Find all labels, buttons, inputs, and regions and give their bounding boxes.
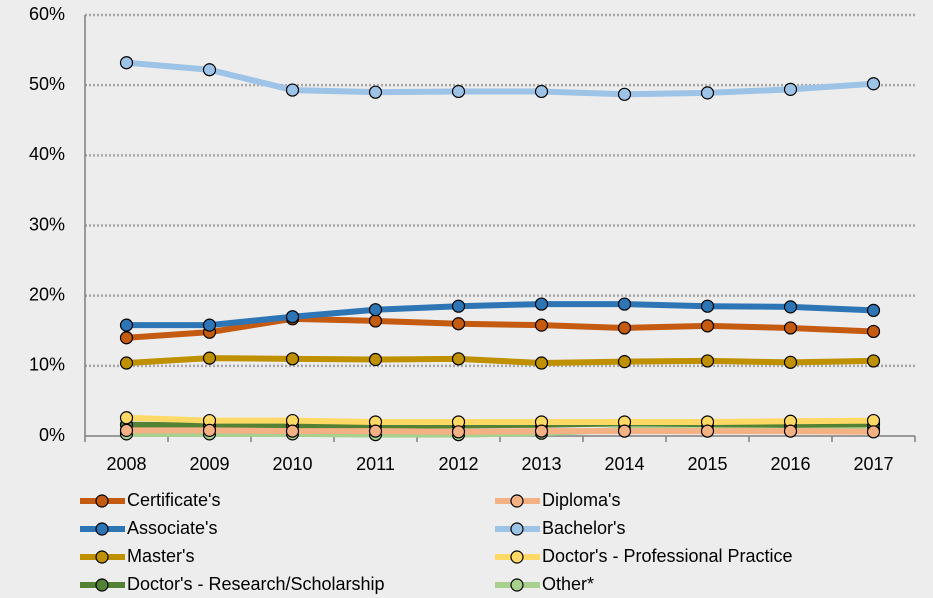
point (866, 303, 881, 318)
point (368, 352, 383, 367)
point (700, 299, 715, 313)
point (866, 354, 881, 368)
legend-label: Certificate's (127, 490, 220, 510)
point (368, 303, 383, 317)
point (617, 424, 632, 438)
y-tick-label: 0% (39, 425, 65, 445)
point (783, 321, 798, 335)
point (202, 423, 217, 437)
x-tick-label: 2017 (853, 454, 893, 474)
point (534, 318, 549, 332)
point (534, 84, 549, 99)
point (451, 317, 466, 331)
point (534, 297, 549, 311)
y-tick-label: 30% (29, 214, 65, 234)
x-tick-label: 2013 (521, 454, 561, 474)
legend-marker (510, 578, 524, 592)
point (783, 82, 798, 96)
y-tick-label: 50% (29, 74, 65, 94)
point (285, 424, 300, 438)
y-tick-label: 20% (29, 284, 65, 304)
point (119, 318, 134, 332)
point (783, 355, 798, 369)
point (202, 318, 217, 332)
point (866, 425, 881, 439)
point (451, 299, 466, 313)
legend-marker (95, 522, 109, 536)
legend-label: Master's (127, 546, 194, 566)
point (700, 319, 715, 333)
x-tick-label: 2008 (106, 454, 146, 474)
y-tick-label: 60% (29, 4, 65, 24)
series-line (123, 355, 877, 367)
y-tick-label: 10% (29, 355, 65, 375)
point (783, 424, 798, 438)
point (866, 77, 881, 91)
point (700, 86, 715, 100)
x-tick-label: 2014 (604, 454, 644, 474)
point (285, 83, 300, 97)
point (202, 63, 217, 77)
point (285, 310, 300, 324)
x-tick-label: 2016 (770, 454, 810, 474)
point (119, 331, 134, 345)
series-line (123, 315, 877, 341)
point (368, 85, 383, 99)
point (119, 423, 134, 437)
legend-label: Bachelor's (542, 518, 625, 538)
series-line (123, 59, 877, 98)
legend-label: Doctor's - Professional Practice (542, 546, 793, 566)
x-tick-label: 2015 (687, 454, 727, 474)
point (617, 355, 632, 369)
legend-label: Associate's (127, 518, 217, 538)
point (451, 425, 466, 439)
legend-marker (510, 494, 524, 508)
point (368, 424, 383, 438)
legend-marker (95, 550, 109, 564)
point (866, 413, 881, 428)
series-line (123, 414, 877, 425)
point (119, 411, 134, 425)
point (617, 87, 632, 101)
point (617, 321, 632, 335)
point (534, 424, 549, 438)
point (617, 297, 632, 311)
y-tick-label: 40% (29, 144, 65, 164)
series-line (123, 427, 877, 435)
legend-label: Diploma's (542, 490, 620, 510)
legend-label: Other* (542, 574, 594, 594)
legend-marker (510, 550, 524, 564)
legend-marker (510, 522, 524, 536)
point (202, 351, 217, 365)
point (534, 356, 549, 370)
point (451, 84, 466, 99)
point (368, 314, 383, 328)
x-tick-label: 2011 (356, 454, 395, 474)
point (700, 424, 715, 438)
point (783, 300, 798, 314)
legend-label: Doctor's - Research/Scholarship (127, 574, 385, 594)
x-tick-label: 2012 (438, 454, 478, 474)
legend-marker (95, 494, 109, 508)
point (119, 56, 134, 70)
point (700, 354, 715, 368)
point (119, 356, 134, 370)
point (866, 324, 881, 339)
point (451, 352, 466, 366)
series-line (123, 301, 877, 329)
legend-marker (95, 578, 109, 592)
x-tick-label: 2009 (189, 454, 229, 474)
point (285, 352, 300, 366)
x-tick-label: 2010 (272, 454, 312, 474)
